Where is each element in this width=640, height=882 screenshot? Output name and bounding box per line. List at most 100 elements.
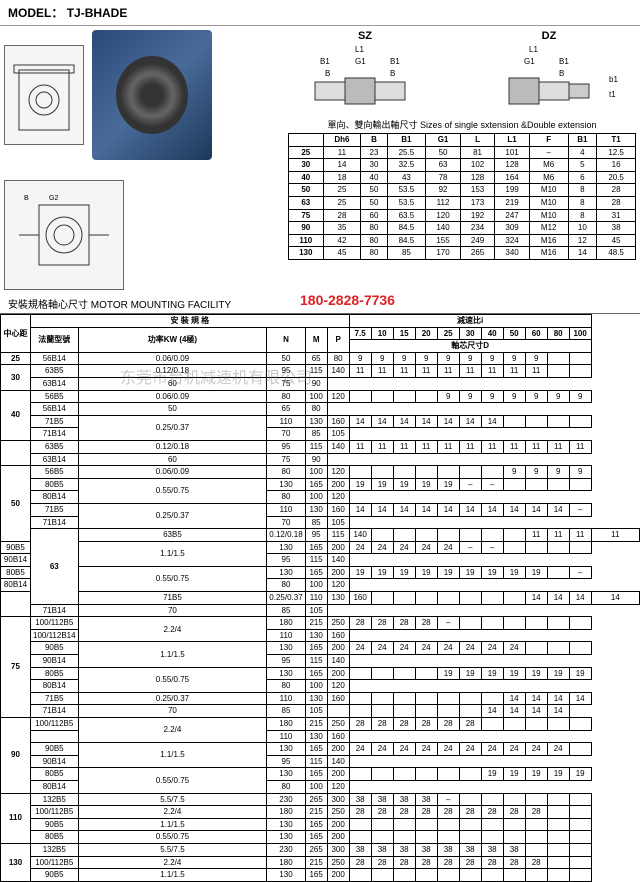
size-cell: 35 [323, 222, 361, 235]
p-cell: 200 [327, 768, 349, 781]
d-cell: 19 [569, 667, 591, 680]
hdr-ratio-val: 20 [415, 327, 437, 340]
center-cell: 25 [1, 352, 31, 365]
d-cell [547, 843, 569, 856]
size-cell: 63 [289, 196, 324, 209]
m-cell: 165 [305, 566, 327, 579]
size-cell: 173 [460, 196, 495, 209]
size-cell: 40 [361, 171, 387, 184]
d-cell [415, 869, 437, 882]
model-label: MODEL： [8, 6, 63, 20]
dz-svg: L1 G1B1 B b1 t1 [469, 42, 629, 112]
size-cell: 63.5 [387, 209, 426, 222]
d-cell: 14 [459, 503, 481, 516]
m-cell: 165 [305, 667, 327, 680]
d-cell: 38 [371, 793, 393, 806]
n-cell: 110 [267, 415, 305, 428]
svg-text:B1: B1 [320, 57, 330, 66]
size-cell: 11 [323, 146, 361, 159]
d-cell: 38 [503, 843, 525, 856]
size-header: G1 [426, 134, 461, 147]
n-cell: 95 [267, 655, 305, 668]
d-cell [393, 831, 415, 844]
m-cell: 85 [305, 428, 327, 441]
d-cell: 19 [349, 566, 371, 579]
d-cell [393, 768, 415, 781]
d-cell [393, 667, 415, 680]
table-row: 6363B50.12/0.189511514011111111 [1, 529, 640, 542]
m-cell: 265 [305, 793, 327, 806]
d-cell: – [437, 793, 459, 806]
m-cell: 165 [305, 818, 327, 831]
table-row: 4056B50.06/0.09801001209999999 [1, 390, 640, 403]
diagram-svg [9, 50, 79, 140]
size-header: B [361, 134, 387, 147]
d-cell [415, 705, 437, 718]
d-cell [393, 818, 415, 831]
p-cell: 90 [305, 377, 327, 390]
d-cell [459, 818, 481, 831]
flange-cell: 63B5 [31, 365, 79, 378]
p-cell: 200 [327, 478, 349, 491]
d-cell: 14 [437, 503, 459, 516]
flange-cell: 71B5 [31, 692, 79, 705]
power-cell: 0.55/0.75 [78, 831, 267, 844]
n-cell: 80 [267, 780, 305, 793]
svg-text:B: B [390, 69, 395, 78]
n-cell: 95 [305, 529, 327, 542]
d-cell: 9 [437, 352, 459, 365]
size-cell: 80 [361, 234, 387, 247]
d-cell: 38 [371, 843, 393, 856]
d-cell [503, 718, 525, 731]
size-cell: M12 [529, 222, 568, 235]
d-cell [525, 831, 547, 844]
d-cell: 28 [415, 617, 437, 630]
d-cell [459, 529, 481, 542]
m-cell: 100 [305, 466, 327, 479]
svg-text:B: B [325, 69, 330, 78]
power-cell: 5.5/7.5 [78, 793, 267, 806]
d-cell [371, 529, 393, 542]
d-cell [349, 390, 371, 403]
d-cell: 28 [415, 856, 437, 869]
d-cell [547, 478, 569, 491]
d-cell [547, 818, 569, 831]
d-cell [569, 352, 591, 365]
flange-cell: 90B5 [31, 869, 79, 882]
d-cell [437, 831, 459, 844]
size-cell: M10 [529, 196, 568, 209]
d-cell: 14 [569, 592, 591, 605]
size-cell: 28 [323, 209, 361, 222]
d-cell: 19 [525, 566, 547, 579]
d-cell [459, 592, 481, 605]
n-cell: 110 [267, 692, 305, 705]
flange-cell: 90B14 [31, 655, 79, 668]
d-cell [481, 869, 503, 882]
n-cell: 130 [267, 541, 305, 554]
svg-text:B1: B1 [559, 57, 569, 66]
n-cell: 130 [267, 478, 305, 491]
technical-diagrams: B G2 [4, 30, 284, 290]
m-cell: 165 [305, 831, 327, 844]
d-cell [503, 415, 525, 428]
power-cell: 0.06/0.09 [78, 466, 267, 479]
p-cell: 105 [327, 428, 349, 441]
d-cell [415, 768, 437, 781]
table-row: 80B50.55/0.751301652001919191919–– [1, 478, 640, 491]
d-cell: 24 [415, 642, 437, 655]
d-cell: 38 [459, 843, 481, 856]
p-cell: 300 [327, 793, 349, 806]
flange-cell: 71B14 [31, 705, 79, 718]
d-cell [393, 466, 415, 479]
flange-cell: 80B14 [31, 491, 79, 504]
svg-text:B1: B1 [390, 57, 400, 66]
size-cell: 16 [597, 159, 636, 172]
table-row: 80B50.55/0.7513016520019191919191919 [1, 667, 640, 680]
d-cell: 28 [415, 718, 437, 731]
d-cell: 9 [503, 466, 525, 479]
dz-label: DZ [469, 30, 629, 42]
n-cell: 110 [267, 629, 305, 642]
d-cell [569, 365, 591, 378]
d-cell [393, 705, 415, 718]
p-cell: 200 [327, 642, 349, 655]
